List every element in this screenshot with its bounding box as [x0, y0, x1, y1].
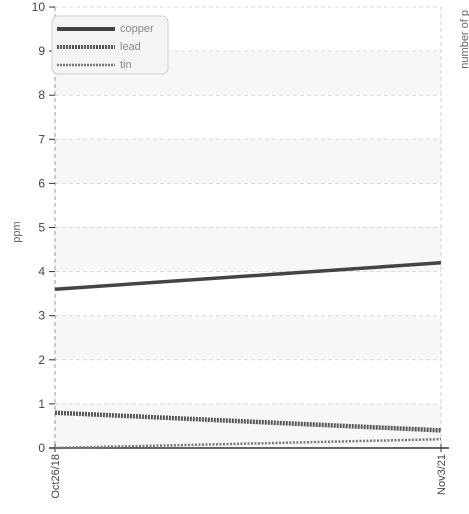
legend-label-lead: lead [120, 41, 141, 53]
x-axis-ticks: Oct26/18 Nov3/21 [50, 444, 448, 499]
plot-band [55, 139, 441, 183]
x-tick-label: Oct26/18 [50, 454, 62, 499]
legend: copper lead tin [52, 16, 168, 74]
y-tick-label: 4 [38, 265, 45, 279]
y-tick-label: 2 [38, 353, 45, 367]
y-tick-label: 10 [32, 0, 46, 14]
y-axis-ticks: 0 1 2 3 4 5 6 7 8 9 10 [32, 0, 55, 455]
y-tick-label: 1 [38, 397, 45, 411]
plot-band [55, 228, 441, 272]
y2-axis-label: number of p [459, 10, 469, 69]
legend-label-copper: copper [120, 23, 154, 35]
plot-bands [55, 51, 441, 448]
y-axis-label: ppm [11, 221, 23, 242]
y-tick-label: 3 [38, 309, 45, 323]
y-tick-label: 8 [38, 88, 45, 102]
x-tick-label: Nov3/21 [436, 454, 448, 495]
legend-label-tin: tin [120, 59, 132, 71]
y-tick-label: 6 [38, 176, 45, 190]
y-tick-label: 0 [38, 441, 45, 455]
y-tick-label: 5 [38, 221, 45, 235]
plot-band [55, 316, 441, 360]
y-tick-label: 7 [38, 132, 45, 146]
y-tick-label: 9 [38, 44, 45, 58]
